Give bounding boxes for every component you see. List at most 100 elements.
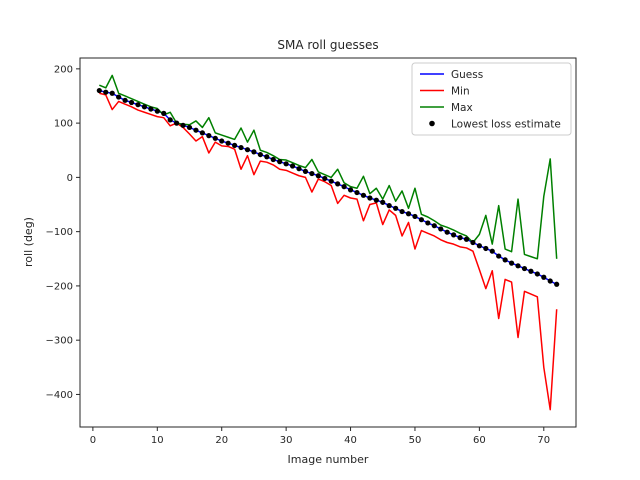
scatter-point bbox=[322, 175, 328, 182]
scatter-point bbox=[470, 239, 476, 246]
x-tick-label: 10 bbox=[151, 435, 164, 446]
legend-box bbox=[411, 62, 572, 136]
scatter-point bbox=[270, 156, 276, 163]
scatter-point bbox=[476, 243, 482, 249]
scatter-point bbox=[399, 208, 405, 215]
scatter-point bbox=[186, 124, 193, 131]
x-axis: 0 10 20 30 40 50 60 70 bbox=[90, 427, 550, 446]
scatter-point bbox=[508, 260, 515, 266]
legend-label-guess: Guess bbox=[451, 69, 483, 81]
scatter-point bbox=[161, 110, 167, 116]
series-line-min bbox=[99, 92, 558, 411]
legend-label-max: Max bbox=[451, 102, 473, 114]
scatter-point bbox=[180, 122, 186, 128]
legend-label-min: Min bbox=[451, 86, 470, 98]
plot-frame bbox=[79, 57, 577, 428]
scatter-point bbox=[289, 163, 296, 169]
scatter-point bbox=[238, 144, 244, 151]
scatter-point bbox=[431, 223, 437, 229]
chart-title: SMA roll guesses bbox=[277, 38, 378, 52]
scatter-point bbox=[225, 140, 231, 146]
scatter-point bbox=[418, 217, 424, 223]
scatter-point bbox=[457, 235, 463, 241]
scatter-point bbox=[109, 90, 115, 96]
x-tick-label: 60 bbox=[473, 435, 486, 446]
scatter-point bbox=[174, 120, 180, 126]
scatter-point bbox=[528, 268, 534, 274]
scatter-point bbox=[412, 213, 418, 220]
scatter-point bbox=[219, 138, 225, 144]
scatter-point bbox=[154, 108, 160, 114]
x-tick-label: 30 bbox=[280, 435, 293, 446]
scatter-point bbox=[380, 199, 386, 205]
scatter-point bbox=[206, 133, 212, 139]
y-tick-label: −400 bbox=[46, 390, 73, 401]
scatter-point bbox=[135, 102, 141, 108]
scatter-point bbox=[373, 197, 379, 203]
scatter-point bbox=[534, 271, 540, 277]
y-tick-label: 100 bbox=[54, 119, 73, 130]
scatter-point bbox=[463, 236, 470, 242]
scatter-point bbox=[483, 245, 489, 252]
x-tick-label: 40 bbox=[344, 435, 357, 446]
scatter-point bbox=[232, 142, 238, 148]
scatter-point bbox=[96, 87, 102, 94]
scatter-point bbox=[264, 154, 270, 160]
x-tick-label: 50 bbox=[409, 435, 422, 446]
scatter-point bbox=[405, 211, 412, 217]
y-tick-label: −300 bbox=[46, 336, 73, 347]
scatter-point bbox=[277, 159, 283, 165]
scatter-point bbox=[283, 161, 289, 167]
scatter-point bbox=[360, 192, 367, 198]
scatter-point bbox=[393, 205, 399, 211]
scatter-point bbox=[328, 178, 334, 184]
scatter-point bbox=[122, 97, 128, 103]
scatter-point bbox=[451, 232, 457, 238]
scatter-point bbox=[335, 181, 341, 187]
scatter-point bbox=[444, 229, 450, 235]
legend: Guess Min Max Lowest loss estimate bbox=[411, 62, 572, 136]
scatter-point bbox=[103, 89, 109, 95]
scatter-point bbox=[116, 94, 122, 100]
scatter-point bbox=[244, 147, 251, 153]
scatter-point bbox=[554, 281, 560, 287]
legend-swatch-lowest-loss-estimate bbox=[429, 120, 435, 127]
scatter-point bbox=[212, 135, 218, 141]
scatter-point bbox=[438, 226, 444, 232]
scatter-point bbox=[315, 173, 321, 179]
scatter-point bbox=[199, 130, 205, 136]
scatter-point bbox=[354, 189, 360, 196]
scatter-point bbox=[302, 168, 309, 175]
scatter-point bbox=[341, 184, 347, 190]
y-axis: 200 100 0 −100 −200 −300 −400 bbox=[46, 64, 80, 401]
x-tick-label: 0 bbox=[90, 435, 96, 446]
scatter-point bbox=[296, 166, 302, 172]
scatter-point bbox=[502, 257, 508, 263]
scatter-point bbox=[257, 151, 263, 158]
scatter-point bbox=[141, 104, 148, 110]
scatter-point bbox=[193, 127, 199, 133]
scatter-point bbox=[521, 265, 528, 272]
scatter-point bbox=[386, 203, 392, 209]
x-tick-label: 20 bbox=[215, 435, 228, 446]
scatter-point bbox=[148, 106, 154, 112]
plot-series bbox=[96, 74, 560, 411]
y-tick-label: −200 bbox=[46, 281, 73, 292]
y-tick-label: 200 bbox=[54, 64, 73, 75]
scatter-point bbox=[489, 248, 495, 254]
scatter-point bbox=[167, 117, 173, 123]
scatter-point bbox=[128, 99, 135, 106]
scatter-point bbox=[515, 263, 521, 269]
y-tick-label: 0 bbox=[67, 173, 73, 184]
y-tick-label: −100 bbox=[46, 227, 73, 238]
x-tick-label: 70 bbox=[537, 435, 550, 446]
scatter-point bbox=[367, 195, 373, 201]
scatter-point bbox=[309, 170, 315, 177]
x-axis-title: Image number bbox=[288, 453, 369, 466]
y-axis-title: roll (deg) bbox=[22, 217, 35, 267]
scatter-point bbox=[541, 274, 547, 280]
scatter-point bbox=[425, 220, 431, 226]
scatter-point bbox=[347, 187, 354, 193]
scatter-point bbox=[547, 278, 553, 284]
